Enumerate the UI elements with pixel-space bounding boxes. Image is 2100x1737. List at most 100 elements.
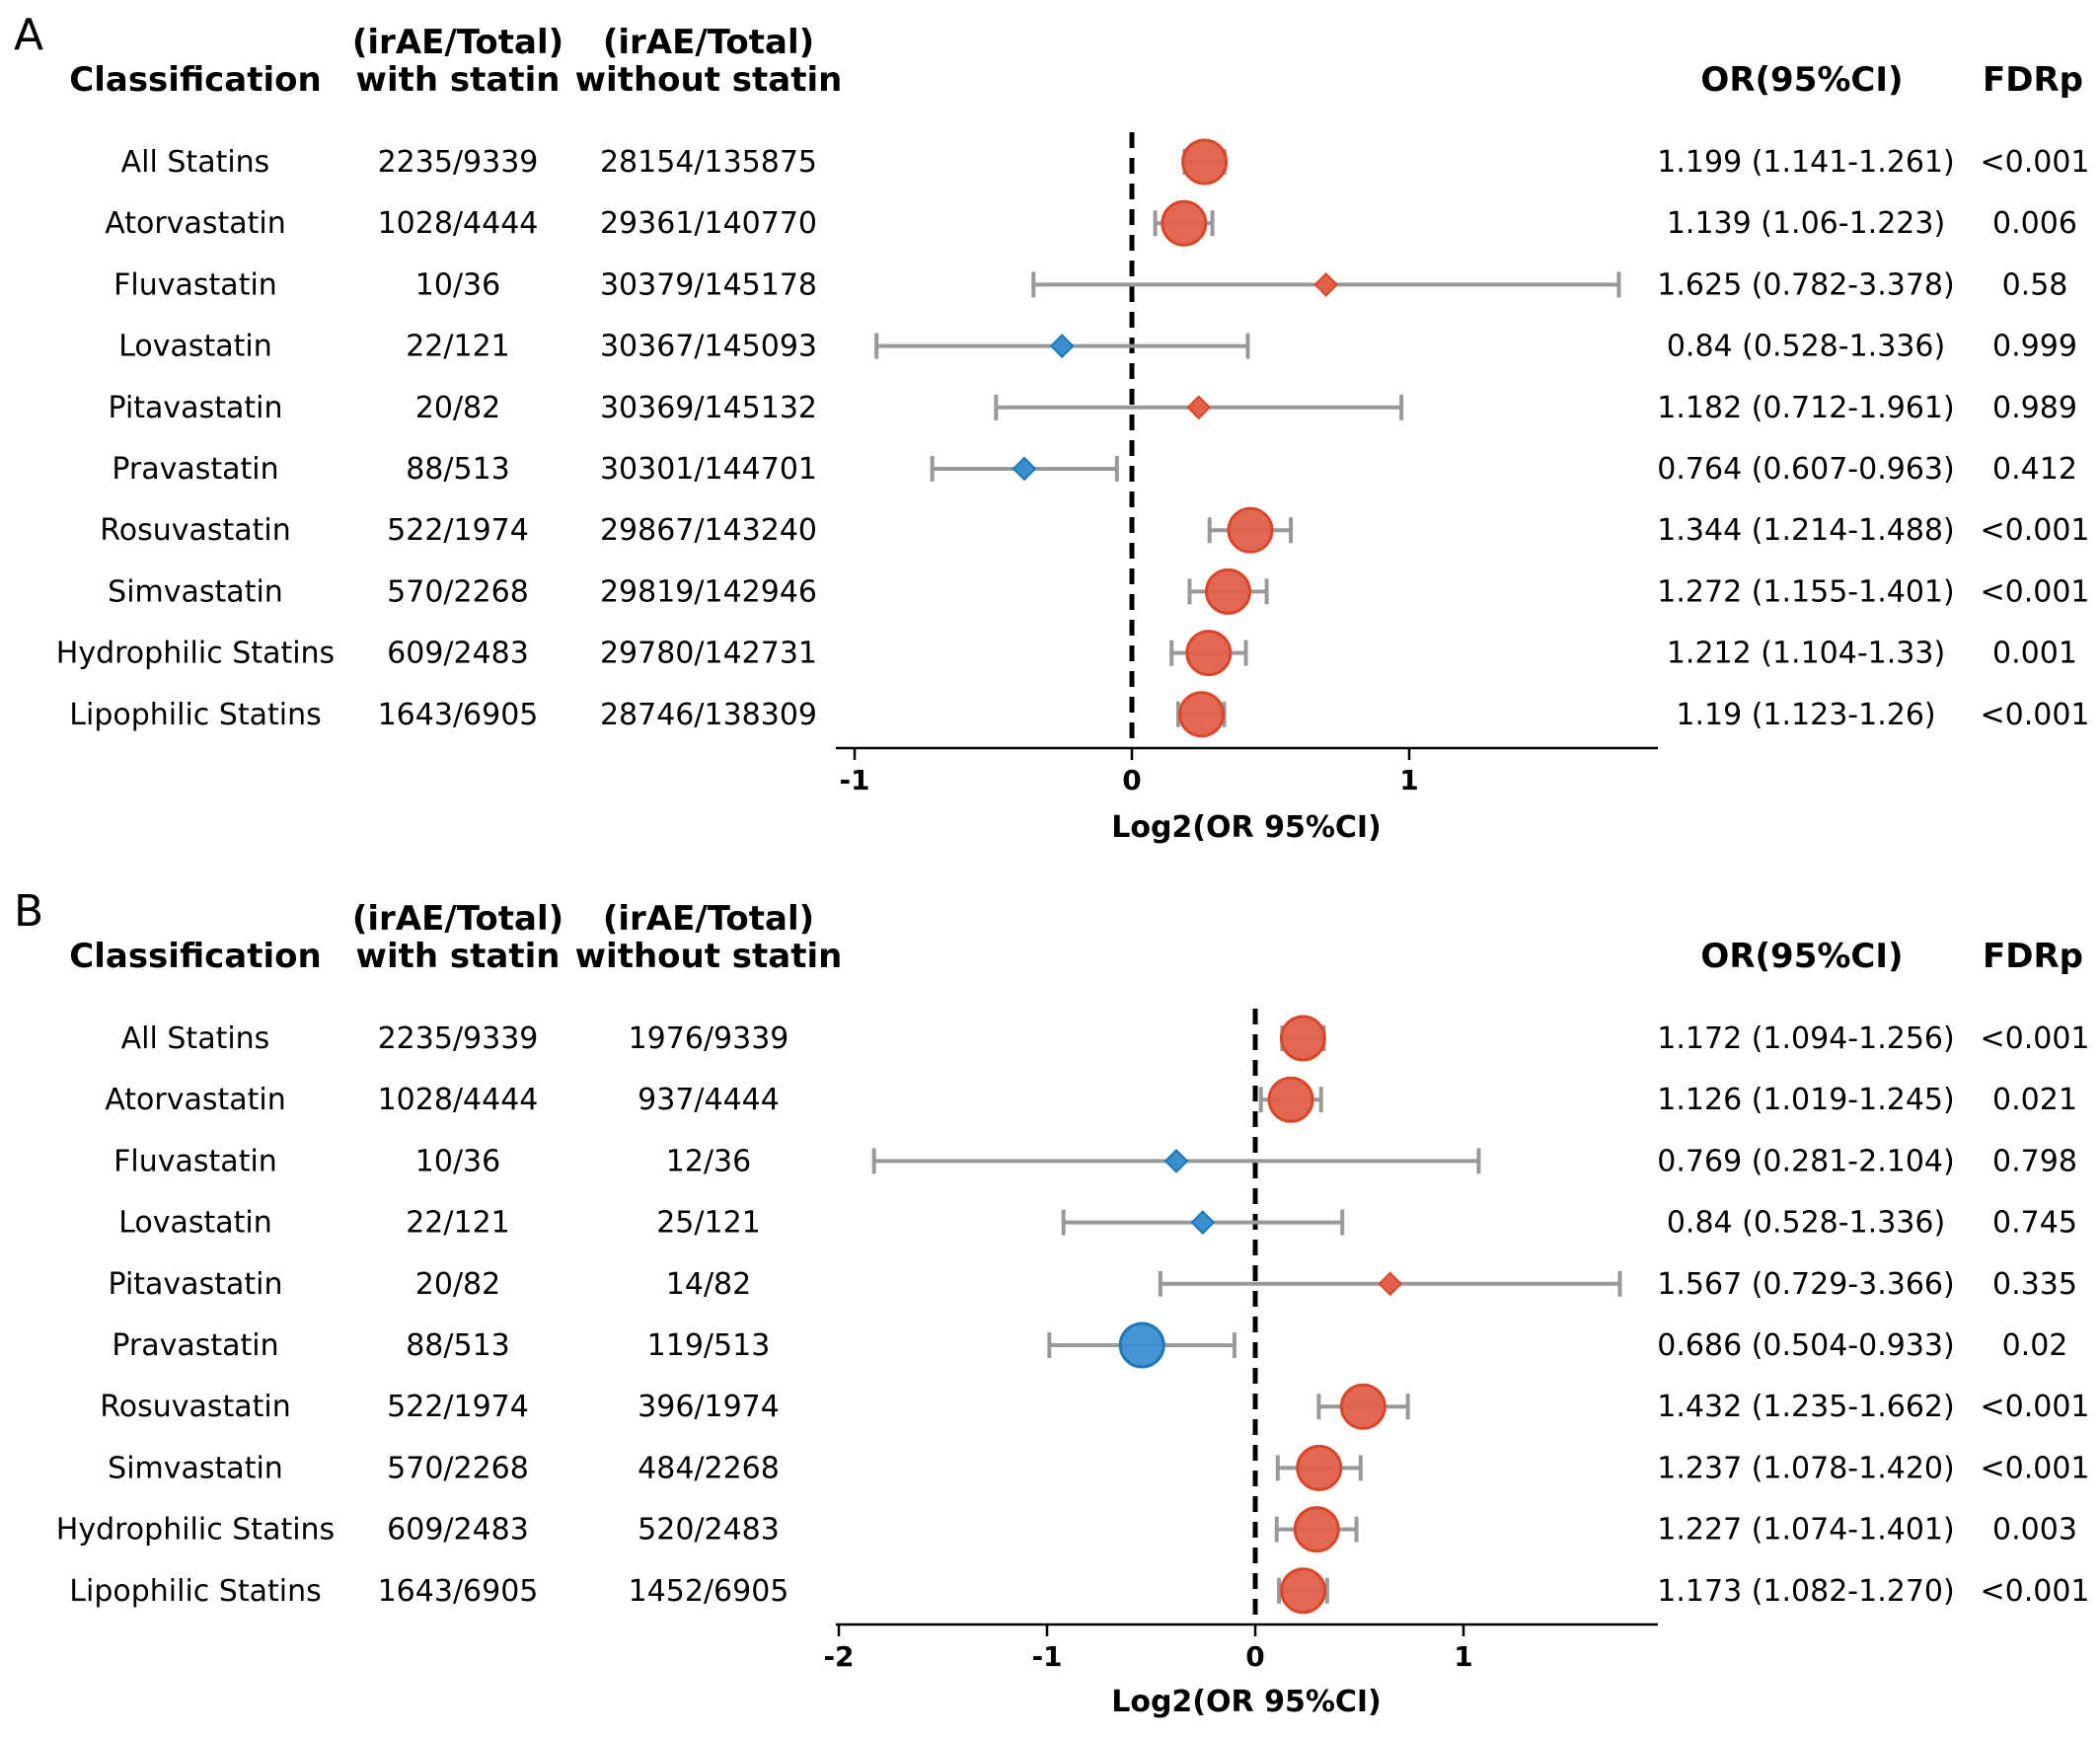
row-fdr: <0.001: [1980, 1021, 2089, 1056]
row-classification: All Statins: [121, 145, 270, 180]
row-or-ci: 1.199 (1.141-1.261): [1657, 145, 1954, 180]
row-classification: Atorvastatin: [105, 1083, 285, 1117]
row-with-statin: 10/36: [415, 267, 500, 302]
row-without-statin: 12/36: [666, 1144, 751, 1178]
row-classification: Pitavastatin: [109, 391, 283, 425]
row-without-statin: 14/82: [666, 1267, 751, 1302]
row-with-statin: 88/513: [406, 1328, 510, 1363]
row-without-statin: 29819/142946: [600, 574, 817, 609]
row-fdr: 0.745: [1992, 1206, 2077, 1241]
row-fdr: 0.798: [1992, 1144, 2077, 1178]
row-or-ci: 1.126 (1.019-1.245): [1657, 1083, 1954, 1117]
panel-label: A: [14, 10, 43, 60]
row-or-ci: 0.764 (0.607-0.963): [1657, 452, 1954, 487]
row-fdr: 0.335: [1992, 1267, 2077, 1302]
row-with-statin: 609/2483: [387, 637, 529, 671]
row-fdr: 0.001: [1992, 637, 2077, 671]
header-with-statin-line2: with statin: [356, 937, 561, 976]
point-estimate-circle: [1181, 138, 1229, 186]
row-with-statin: 10/36: [415, 1144, 500, 1178]
row-without-statin: 484/2268: [638, 1451, 780, 1485]
row-with-statin: 2235/9339: [378, 145, 539, 180]
row-fdr: <0.001: [1980, 1390, 2089, 1424]
row-or-ci: 1.567 (0.729-3.366): [1657, 1267, 1954, 1302]
header-with-statin-line1: (irAE/Total): [352, 23, 563, 62]
x-axis-label: Log2(OR 95%CI): [1111, 810, 1382, 845]
row-classification: Rosuvastatin: [100, 1390, 291, 1424]
row-or-ci: 1.172 (1.094-1.256): [1657, 1021, 1954, 1056]
x-tick-label: 1: [1399, 764, 1418, 796]
row-fdr: 0.003: [1992, 1513, 2077, 1548]
point-estimate-circle: [1339, 1383, 1387, 1430]
row-without-statin: 119/513: [647, 1328, 771, 1363]
row-with-statin: 1643/6905: [378, 1574, 539, 1609]
row-with-statin: 1028/4444: [378, 1083, 539, 1117]
point-estimate-circle: [1161, 199, 1208, 247]
header-classification: Classification: [69, 937, 321, 976]
x-tick-label: -1: [1031, 1640, 1062, 1673]
row-classification: Lovastatin: [118, 330, 272, 364]
row-with-statin: 22/121: [406, 1206, 510, 1241]
point-estimate-circle: [1227, 506, 1274, 554]
header-without-statin-line2: without statin: [575, 60, 843, 100]
row-without-statin: 29867/143240: [600, 513, 817, 548]
x-tick-label: 0: [1122, 764, 1141, 796]
row-without-statin: 396/1974: [638, 1390, 780, 1424]
point-estimate-diamond: [1190, 1210, 1216, 1236]
row-fdr: <0.001: [1980, 1451, 2089, 1485]
row-fdr: <0.001: [1980, 145, 2089, 180]
row-with-statin: 88/513: [406, 452, 510, 487]
row-classification: Rosuvastatin: [100, 513, 291, 548]
row-without-statin: 1976/9339: [629, 1021, 789, 1056]
row-or-ci: 1.212 (1.104-1.33): [1667, 637, 1945, 671]
row-or-ci: 1.432 (1.235-1.662): [1657, 1390, 1954, 1424]
row-without-statin: 30367/145093: [600, 330, 817, 364]
row-without-statin: 28154/135875: [600, 145, 817, 180]
row-without-statin: 25/121: [656, 1206, 761, 1241]
row-classification: Lovastatin: [118, 1206, 272, 1241]
row-without-statin: 937/4444: [638, 1083, 780, 1117]
row-with-statin: 522/1974: [387, 1390, 529, 1424]
point-estimate-diamond: [1049, 334, 1075, 359]
row-classification: Fluvastatin: [113, 267, 277, 302]
point-estimate-diamond: [1186, 395, 1212, 420]
x-axis-label: Log2(OR 95%CI): [1111, 1685, 1382, 1719]
header-fdr: FDRp: [1983, 60, 2083, 100]
row-classification: Simvastatin: [108, 1451, 283, 1485]
row-or-ci: 1.344 (1.214-1.488): [1657, 513, 1954, 548]
row-without-statin: 1452/6905: [629, 1574, 789, 1609]
panel-label: B: [14, 886, 43, 937]
row-with-statin: 609/2483: [387, 1513, 529, 1548]
row-fdr: 0.006: [1992, 206, 2077, 241]
row-with-statin: 1028/4444: [378, 206, 539, 241]
point-estimate-circle: [1279, 1015, 1326, 1062]
row-with-statin: 570/2268: [387, 574, 529, 609]
row-fdr: <0.001: [1980, 1574, 2089, 1609]
row-or-ci: 1.272 (1.155-1.401): [1657, 574, 1954, 609]
point-estimate-circle: [1178, 691, 1226, 738]
row-or-ci: 0.686 (0.504-0.933): [1657, 1328, 1954, 1363]
point-estimate-circle: [1293, 1506, 1340, 1553]
row-or-ci: 1.237 (1.078-1.420): [1657, 1451, 1954, 1485]
row-or-ci: 0.769 (0.281-2.104): [1657, 1144, 1954, 1178]
point-estimate-circle: [1118, 1322, 1165, 1369]
row-without-statin: 30301/144701: [600, 452, 817, 487]
row-fdr: <0.001: [1980, 574, 2089, 609]
x-tick-label: 1: [1454, 1640, 1472, 1673]
x-tick-label: 0: [1245, 1640, 1264, 1673]
point-estimate-diamond: [1378, 1271, 1403, 1297]
header-without-statin-line1: (irAE/Total): [603, 899, 814, 939]
row-fdr: <0.001: [1980, 698, 2089, 732]
row-fdr: 0.412: [1992, 452, 2077, 487]
row-without-statin: 520/2483: [638, 1513, 780, 1548]
row-with-statin: 570/2268: [387, 1451, 529, 1485]
row-classification: Atorvastatin: [105, 206, 285, 241]
header-or: OR(95%CI): [1700, 60, 1903, 100]
row-classification: Simvastatin: [108, 574, 283, 609]
row-without-statin: 29361/140770: [600, 206, 817, 241]
row-fdr: 0.989: [1992, 391, 2077, 425]
point-estimate-diamond: [1012, 456, 1037, 482]
row-or-ci: 1.227 (1.074-1.401): [1657, 1513, 1954, 1548]
